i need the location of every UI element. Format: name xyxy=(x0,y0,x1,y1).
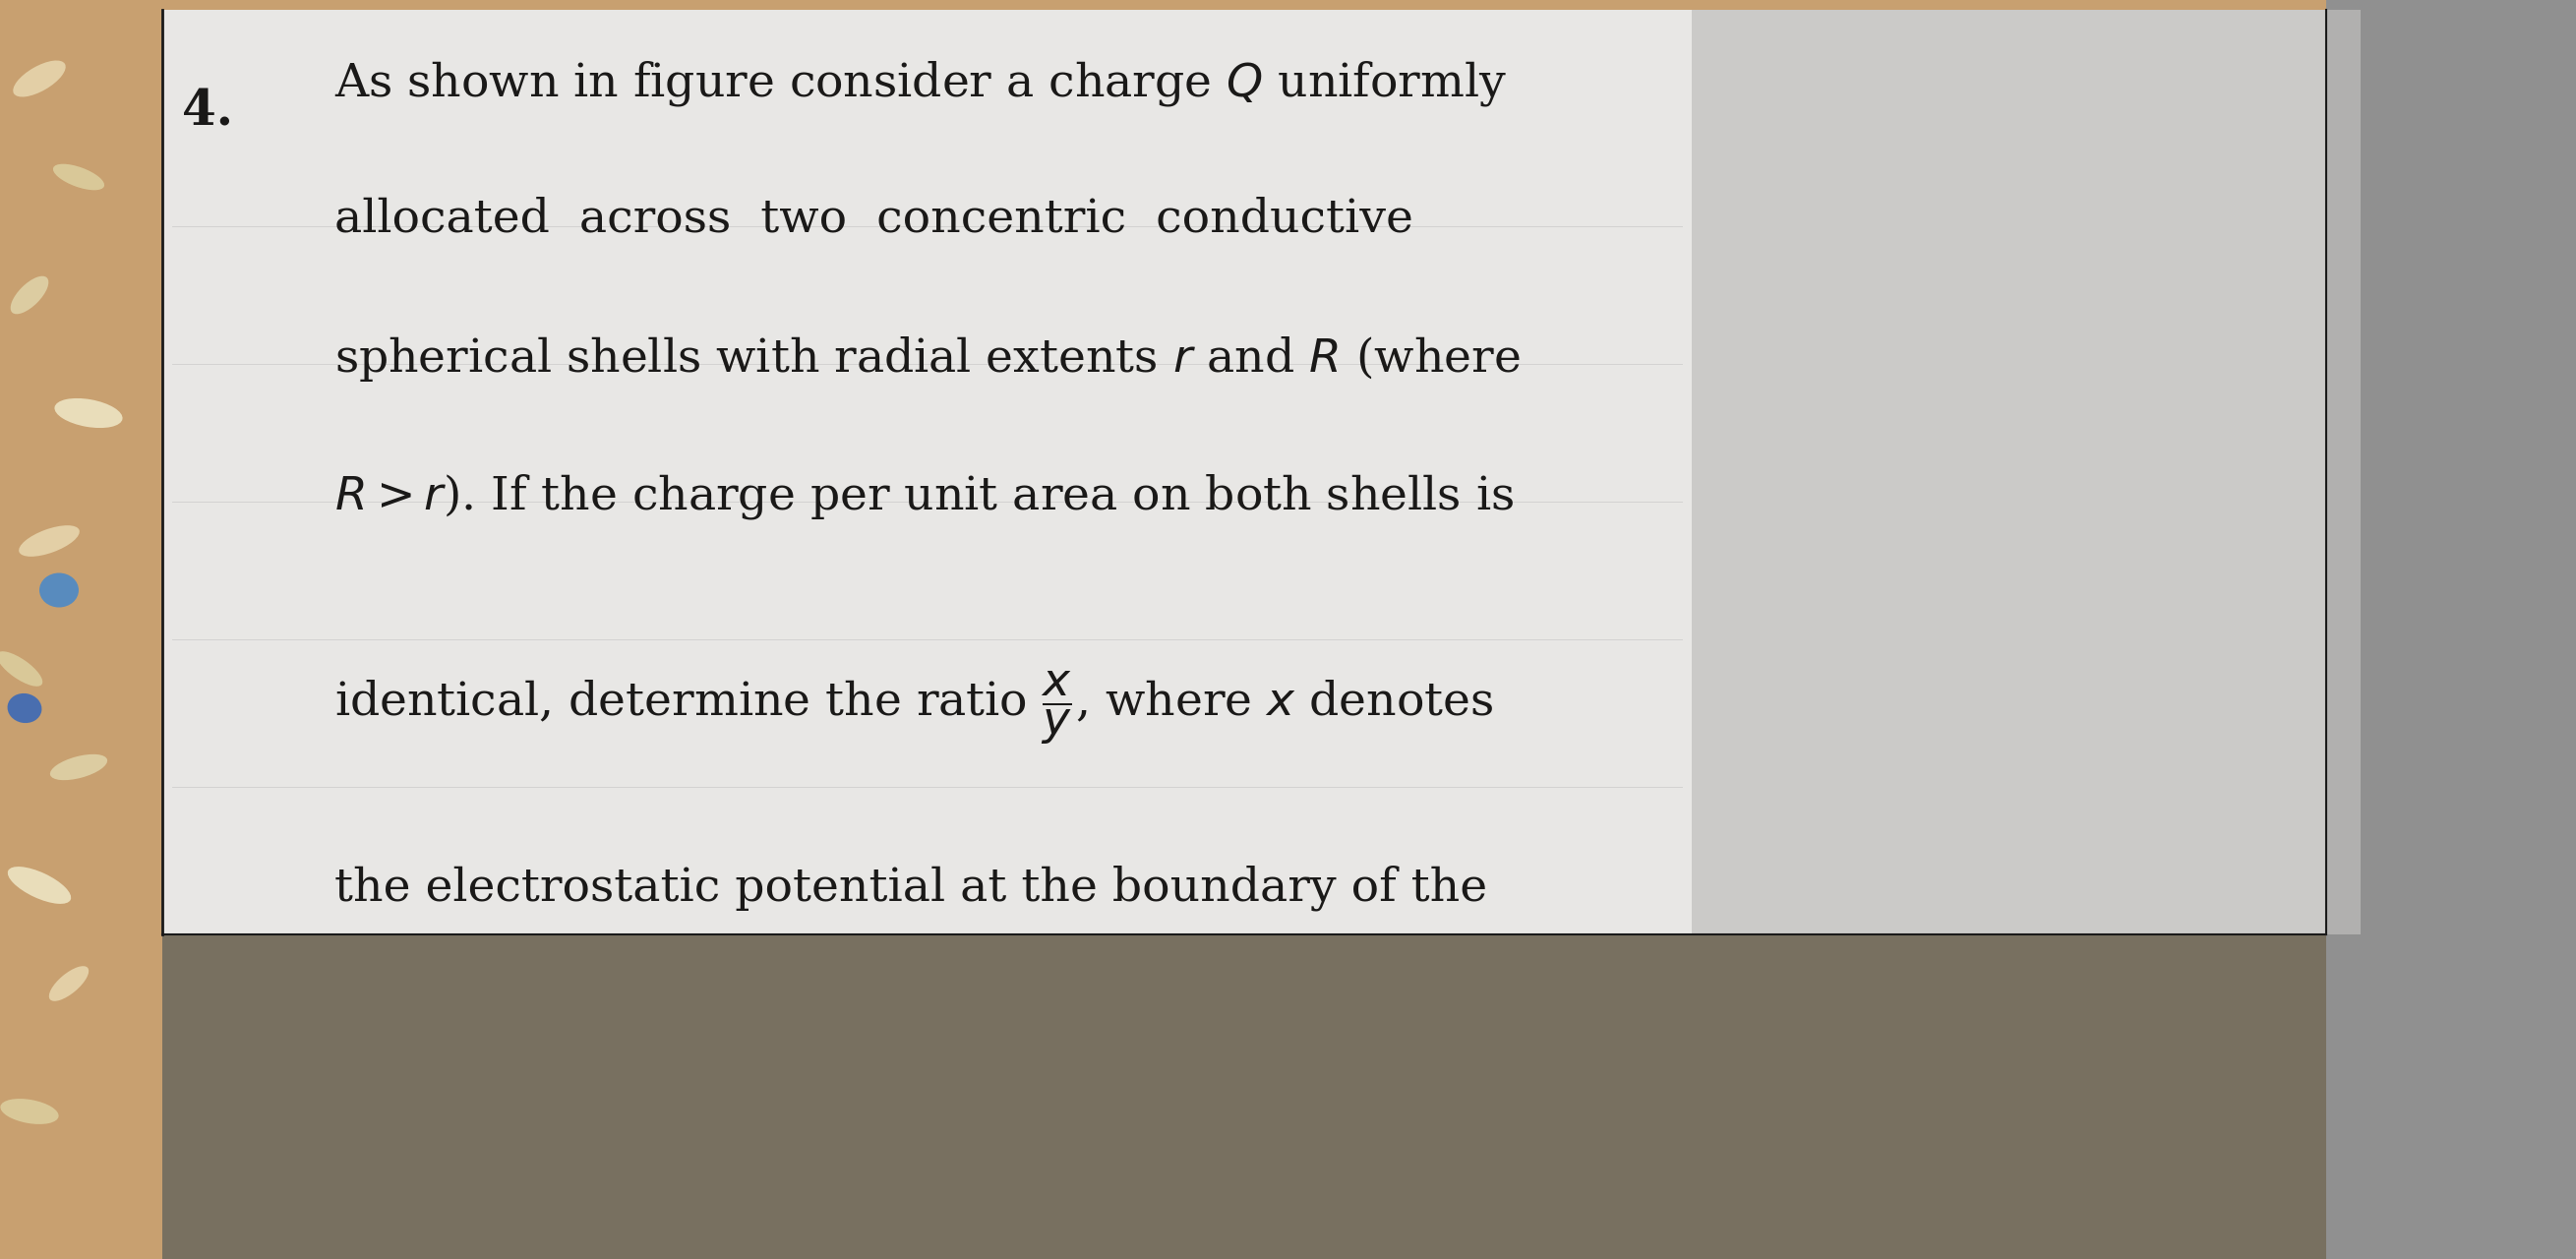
Ellipse shape xyxy=(54,398,124,428)
Ellipse shape xyxy=(0,1099,59,1124)
Ellipse shape xyxy=(49,754,108,781)
Ellipse shape xyxy=(49,966,88,1001)
Text: As shown in figure consider a charge $Q$ uniformly: As shown in figure consider a charge $Q$… xyxy=(335,59,1507,108)
Ellipse shape xyxy=(0,651,44,686)
Ellipse shape xyxy=(8,866,72,904)
Bar xyxy=(162,10,2326,934)
Bar xyxy=(0,0,162,1259)
Ellipse shape xyxy=(39,573,80,607)
Bar xyxy=(2326,0,2576,1259)
Bar xyxy=(162,934,2326,1259)
Ellipse shape xyxy=(8,694,41,723)
Ellipse shape xyxy=(54,164,103,190)
Text: identical, determine the ratio $\dfrac{x}{y}$, where $x$ denotes: identical, determine the ratio $\dfrac{x… xyxy=(335,669,1494,747)
Ellipse shape xyxy=(10,276,49,313)
Ellipse shape xyxy=(13,60,64,97)
Text: 4.: 4. xyxy=(183,88,232,137)
Text: allocated  across  two  concentric  conductive: allocated across two concentric conducti… xyxy=(335,196,1414,242)
Bar xyxy=(1692,10,2360,934)
Ellipse shape xyxy=(18,525,80,556)
Text: spherical shells with radial extents $r$ and $R$ (where: spherical shells with radial extents $r$… xyxy=(335,335,1520,384)
Text: the electrostatic potential at the boundary of the: the electrostatic potential at the bound… xyxy=(335,866,1486,912)
Text: $R>r$). If the charge per unit area on both shells is: $R>r$). If the charge per unit area on b… xyxy=(335,472,1515,521)
